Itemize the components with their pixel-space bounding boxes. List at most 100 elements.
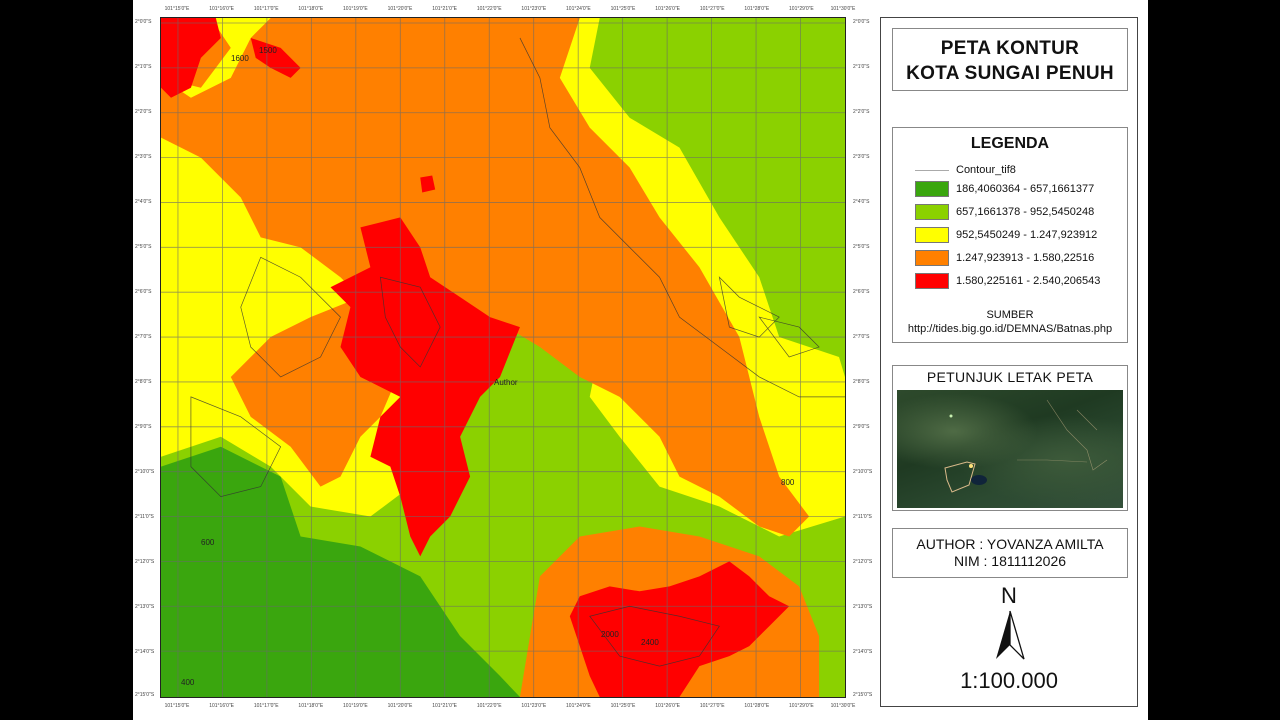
lon-tick: 101°23'0"E: [521, 703, 547, 709]
lat-tick: 2°12'0"S: [135, 559, 155, 565]
lon-tick: 101°16'0"E: [209, 6, 234, 12]
author-name: AUTHOR : YOVANZA AMILTA: [916, 536, 1104, 552]
map-layout-page: 101°15'0"E 101°16'0"E 101°17'0"E 101°18'…: [133, 0, 1148, 720]
map-info-panel: PETA KONTUR KOTA SUNGAI PENUH LEGENDA Co…: [880, 17, 1138, 707]
map-title-box: PETA KONTUR KOTA SUNGAI PENUH: [892, 28, 1128, 91]
locator-overlay: [944, 399, 1108, 493]
lat-tick: 2°10'0"S: [853, 469, 873, 475]
author-map-label: Author: [494, 378, 518, 387]
north-label: N: [1001, 583, 1017, 608]
contour-map[interactable]: Author 1600 1500 800 2400 2000 600 400: [160, 17, 846, 698]
lat-tick: 2°10'0"S: [135, 469, 155, 475]
lon-tick: 101°29'0"E: [789, 703, 814, 709]
map-title-line-2: KOTA SUNGAI PENUH: [906, 63, 1114, 84]
lon-tick: 101°27'0"E: [699, 6, 725, 12]
lat-tick: 2°6'0"S: [853, 289, 870, 295]
lon-tick: 101°21'0"E: [432, 6, 457, 12]
legend-swatch: [915, 227, 949, 243]
map-title-line-1: PETA KONTUR: [940, 38, 1080, 59]
lon-tick: 101°19'0"E: [343, 703, 368, 709]
lat-tick: 2°8'0"S: [853, 379, 870, 385]
legend-item-class-5: 1.580,225161 - 2.540,206543: [915, 273, 1100, 289]
lon-tick: 101°17'0"E: [253, 703, 279, 709]
lon-tick: 101°25'0"E: [610, 6, 636, 12]
lon-tick: 101°21'0"E: [432, 703, 457, 709]
legend-title: LEGENDA: [970, 135, 1050, 152]
lon-tick: 101°28'0"E: [744, 6, 770, 12]
legend-swatch: [915, 204, 949, 220]
lon-tick: 101°23'0"E: [521, 6, 547, 12]
lat-tick: 2°3'0"S: [853, 154, 870, 160]
locator-box: PETUNJUK LETAK PETA: [892, 365, 1128, 511]
lat-tick: 2°14'0"S: [135, 649, 155, 655]
author-nim: NIM : 1811112026: [953, 553, 1067, 569]
lat-tick: 2°12'0"S: [853, 559, 873, 565]
legend-item-class-4: 1.247,923913 - 1.580,22516: [915, 250, 1094, 266]
lon-tick: 101°26'0"E: [655, 6, 680, 12]
contour-line-swatch: [915, 169, 949, 171]
lon-tick: 101°26'0"E: [655, 703, 680, 709]
lat-tick: 2°13'0"S: [135, 604, 155, 610]
lon-tick: 101°22'0"E: [476, 6, 502, 12]
lon-tick: 101°19'0"E: [343, 6, 368, 12]
lat-tick: 2°4'0"S: [853, 199, 870, 205]
lat-tick: 2°3'0"S: [135, 154, 152, 160]
author-box: AUTHOR : YOVANZA AMILTA NIM : 1811112026: [892, 528, 1128, 578]
lat-tick: 2°2'0"S: [853, 109, 870, 115]
legend-swatch: [915, 250, 949, 266]
lat-tick: 2°11'0"S: [135, 514, 154, 520]
contour-label: 600: [201, 538, 215, 547]
legend-item-class-1: 186,4060364 - 657,1661377: [915, 181, 1094, 197]
lat-tick: 2°15'0"S: [135, 692, 155, 698]
legend-swatch: [915, 181, 949, 197]
lon-tick: 101°22'0"E: [476, 703, 502, 709]
lon-tick: 101°30'0"E: [830, 6, 856, 12]
legend-item-class-2: 657,1661378 - 952,5450248: [915, 204, 1094, 220]
lon-tick: 101°24'0"E: [566, 703, 591, 709]
lon-tick: 101°30'0"E: [830, 703, 856, 709]
lat-tick: 2°13'0"S: [853, 604, 873, 610]
legend-label: 1.580,225161 - 2.540,206543: [956, 275, 1101, 287]
lat-tick: 2°0'0"S: [853, 19, 870, 25]
source-url: http://tides.big.go.id/DEMNAS/Batnas.php: [907, 323, 1113, 335]
locator-title: PETUNJUK LETAK PETA: [926, 369, 1094, 385]
lon-tick: 101°24'0"E: [566, 6, 591, 12]
contour-label: 400: [181, 678, 195, 687]
lat-tick: 2°7'0"S: [135, 334, 152, 340]
lon-tick: 101°20'0"E: [387, 6, 413, 12]
north-arrow-icon: [996, 610, 1025, 660]
contour-label: 2000: [601, 630, 619, 639]
lat-tick: 2°6'0"S: [135, 289, 152, 295]
lon-tick: 101°18'0"E: [298, 703, 324, 709]
elevation-raster: [161, 18, 845, 697]
lat-tick: 2°11'0"S: [853, 514, 872, 520]
legend-box: LEGENDA Contour_tif8 186,4060364 - 657,1…: [892, 127, 1128, 343]
contour-label: 800: [781, 478, 795, 487]
lon-tick: 101°25'0"E: [610, 703, 636, 709]
lon-tick: 101°15'0"E: [164, 6, 190, 12]
scale-label: 1:100.000: [960, 668, 1058, 693]
lat-tick: 2°9'0"S: [135, 424, 152, 430]
lon-tick: 101°20'0"E: [387, 703, 413, 709]
legend-label: 657,1661378 - 952,5450248: [956, 206, 1095, 218]
legend-item-class-3: 952,5450249 - 1.247,923912: [915, 227, 1097, 243]
legend-swatch: [915, 273, 949, 289]
lat-tick: 2°15'0"S: [853, 692, 873, 698]
lon-tick: 101°18'0"E: [298, 6, 324, 12]
lon-tick: 101°28'0"E: [744, 703, 770, 709]
lat-tick: 2°8'0"S: [135, 379, 152, 385]
lat-tick: 2°0'0"S: [135, 19, 152, 25]
legend-label: 1.247,923913 - 1.580,22516: [956, 252, 1095, 264]
lat-tick: 2°7'0"S: [853, 334, 870, 340]
lat-tick: 2°2'0"S: [135, 109, 152, 115]
source-title: SUMBER: [986, 309, 1034, 321]
lat-tick: 2°14'0"S: [853, 649, 873, 655]
legend-item-contour: Contour_tif8: [915, 164, 1016, 176]
legend-label: 952,5450249 - 1.247,923912: [956, 229, 1098, 241]
lat-tick: 2°1'0"S: [853, 64, 870, 70]
contour-label: 1500: [259, 46, 277, 55]
lon-tick: 101°16'0"E: [209, 703, 234, 709]
lat-tick: 2°1'0"S: [135, 64, 152, 70]
legend-label: Contour_tif8: [956, 164, 1016, 176]
lat-tick: 2°4'0"S: [135, 199, 152, 205]
